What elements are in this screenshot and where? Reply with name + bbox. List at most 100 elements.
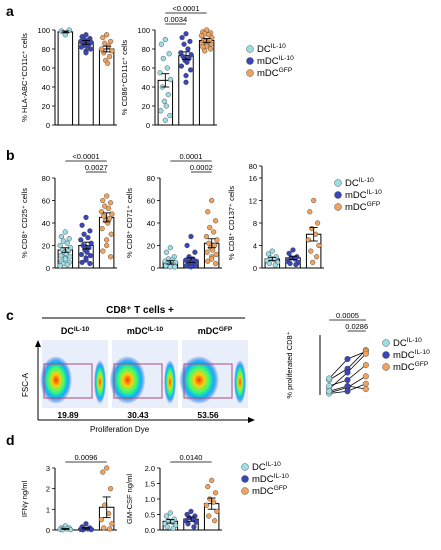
data-point <box>101 213 107 219</box>
y-tick-label: 1.0 <box>145 495 155 504</box>
data-point <box>212 260 219 267</box>
data-point <box>362 373 369 380</box>
data-point <box>87 253 94 259</box>
data-point <box>78 44 85 50</box>
legend-marker <box>334 179 342 187</box>
y-tick-label: 100 <box>137 26 150 35</box>
panel-letter-b: b <box>6 147 15 163</box>
legend-marker <box>382 339 390 347</box>
p-value-label: 0.0286 <box>345 322 368 331</box>
data-point <box>202 48 208 54</box>
chart-cd137: 0 4 8 12 16 80 % CD8⁺ CD137⁺ cells <box>227 162 324 273</box>
flow-plot-title: DCIL-10 <box>61 326 90 336</box>
data-point <box>160 55 166 62</box>
data-point <box>184 59 190 65</box>
data-point <box>326 388 333 395</box>
flow-gate <box>113 363 163 399</box>
flow-population <box>179 356 219 404</box>
chart-ifng: 0 1 2 3 IFNγ ng/ml 0.0096 <box>20 453 117 535</box>
flow-population <box>94 360 106 404</box>
data-point <box>308 248 314 254</box>
data-point <box>188 52 194 58</box>
y-tick-label: 40 <box>42 83 50 92</box>
flow-x-label: Proliferation Dye <box>90 425 150 434</box>
flow-population <box>40 356 72 404</box>
data-point <box>98 517 105 523</box>
flow-plot-title: mDCIL-10 <box>127 326 164 336</box>
legend-marker <box>241 475 249 483</box>
data-point <box>67 254 73 260</box>
p-value-label: 0.0002 <box>190 163 213 172</box>
y-tick-label: 3 <box>46 464 50 473</box>
data-point <box>192 263 199 269</box>
data-point <box>106 53 113 60</box>
flow-gate-percentage: 30.43 <box>127 410 149 420</box>
data-point <box>109 48 115 54</box>
data-point <box>188 233 194 240</box>
y-tick-label: 100 <box>37 26 50 35</box>
p-value-label: 0.0034 <box>164 15 187 24</box>
data-point <box>99 226 105 232</box>
y-tick-label: 40 <box>42 219 50 228</box>
data-point <box>167 112 173 119</box>
y-tick-label: 60 <box>42 197 50 206</box>
flow-y-label: FSC-A <box>21 372 30 397</box>
data-point <box>185 46 191 52</box>
data-point <box>266 260 273 267</box>
y-axis-label: % CD8⁺ CD137⁺ cells <box>227 186 236 260</box>
data-point <box>307 209 313 215</box>
data-point <box>293 262 299 268</box>
y-tick-label: 0.0 <box>145 526 155 535</box>
paired-line <box>328 349 367 381</box>
panel-letter-d: d <box>6 432 15 448</box>
data-point <box>198 33 205 39</box>
legend-marker <box>334 203 342 211</box>
data-point <box>106 205 112 211</box>
data-point <box>205 209 211 215</box>
y-tick-label: 0 <box>151 264 155 273</box>
data-point <box>183 72 189 79</box>
data-point <box>60 238 66 244</box>
data-point <box>88 526 94 533</box>
data-point <box>213 251 219 258</box>
data-point <box>187 67 194 73</box>
y-tick-label: 8 <box>253 219 257 228</box>
data-point <box>79 222 85 228</box>
data-point <box>158 108 164 114</box>
legend-label: DCIL-10 <box>393 337 422 349</box>
bar <box>57 31 74 126</box>
data-point <box>362 362 369 369</box>
data-point <box>210 247 216 253</box>
y-tick-label: 60 <box>42 64 50 73</box>
flow-header: CD8⁺ T cells + <box>106 305 174 316</box>
y-tick-label: 80 <box>249 162 257 171</box>
data-point <box>57 263 63 269</box>
legend-label: mDCGFP <box>257 67 293 79</box>
data-point <box>106 215 113 222</box>
y-axis-label: % proliferated CD8⁺ <box>285 331 294 398</box>
data-point <box>207 46 214 52</box>
data-point <box>102 203 108 209</box>
legend-label: mDCGFP <box>252 485 288 497</box>
data-point <box>80 242 86 249</box>
data-point <box>104 237 110 243</box>
data-point <box>100 34 106 41</box>
data-point <box>362 350 369 357</box>
data-point <box>104 242 110 249</box>
flow-gate <box>43 363 93 399</box>
y-tick-label: 60 <box>147 197 155 206</box>
data-point <box>87 260 93 267</box>
data-point <box>105 220 111 226</box>
data-point <box>62 256 68 262</box>
y-tick-label: 80 <box>42 45 50 54</box>
data-point <box>310 259 316 265</box>
panel-letter-c: c <box>6 307 14 323</box>
p-value-label: 0.0005 <box>336 311 359 320</box>
data-point <box>205 258 211 264</box>
legend-label: DCIL-10 <box>252 461 281 473</box>
data-point <box>64 262 70 268</box>
p-value-label: 0.0140 <box>180 453 203 462</box>
data-point <box>100 197 106 204</box>
